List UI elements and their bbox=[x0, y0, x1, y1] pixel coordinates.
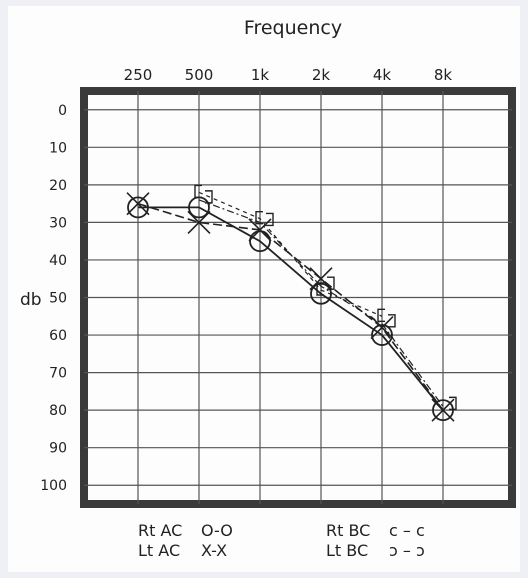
data-point-lt-ac bbox=[370, 315, 394, 340]
legend-label: Lt BC bbox=[326, 541, 368, 560]
series-rt-ac bbox=[127, 196, 454, 422]
x-tick-label: 250 bbox=[124, 66, 153, 84]
data-point-lt-bc bbox=[388, 314, 396, 328]
data-point-rt-ac bbox=[127, 196, 149, 219]
y-tick-label: 0 bbox=[58, 103, 67, 119]
x-tick-label: 2k bbox=[312, 66, 331, 84]
x-tick-label: 4k bbox=[373, 66, 392, 84]
legend-symbol: X-X bbox=[201, 541, 227, 560]
legend-symbol: c – c bbox=[389, 521, 425, 540]
data-point-lt-ac bbox=[309, 267, 333, 291]
series-lt-bc bbox=[198, 190, 457, 411]
x-tick-label: 500 bbox=[185, 66, 214, 84]
data-point-rt-bc bbox=[377, 308, 385, 322]
legend-item: Rt AC O-O bbox=[138, 521, 233, 540]
legend-symbol: ɔ – ɔ bbox=[389, 541, 425, 560]
legend-item: Lt BC ɔ – ɔ bbox=[326, 541, 425, 560]
data-point-rt-ac bbox=[371, 324, 393, 346]
data-point-rt-bc bbox=[194, 184, 202, 199]
y-axis-label: db bbox=[20, 290, 42, 310]
y-tick-label: 40 bbox=[49, 253, 67, 269]
data-point-lt-bc bbox=[449, 396, 457, 411]
y-tick-label: 80 bbox=[49, 403, 67, 419]
chart-title: Frequency bbox=[244, 17, 342, 39]
series-line bbox=[138, 206, 444, 411]
y-tick-label: 100 bbox=[40, 478, 67, 494]
y-tick-label: 20 bbox=[49, 178, 67, 194]
y-tick-label: 10 bbox=[49, 140, 67, 156]
y-tick-label: 90 bbox=[49, 441, 67, 457]
y-tick-label: 60 bbox=[49, 328, 67, 344]
data-point-rt-bc bbox=[316, 282, 324, 296]
legend-label: Rt BC bbox=[326, 521, 370, 540]
legend-label: Rt AC bbox=[138, 521, 182, 540]
legend-item: Lt AC X-X bbox=[138, 541, 227, 560]
data-point-lt-ac bbox=[126, 192, 150, 216]
legend-label: Lt AC bbox=[138, 541, 180, 560]
data-point-lt-bc bbox=[205, 190, 213, 204]
series-lt-ac bbox=[126, 192, 455, 422]
chart-page bbox=[8, 6, 520, 572]
series-line bbox=[198, 199, 444, 407]
data-point-lt-ac bbox=[248, 218, 272, 242]
data-point-rt-ac bbox=[249, 230, 271, 253]
data-point-lt-ac bbox=[187, 210, 211, 234]
data-point-lt-bc bbox=[327, 276, 335, 290]
data-point-lt-bc bbox=[266, 212, 274, 227]
data-point-rt-bc bbox=[255, 210, 263, 225]
x-tick-label: 8k bbox=[434, 66, 453, 84]
legend-symbol: O-O bbox=[201, 521, 233, 540]
series-line bbox=[137, 202, 444, 411]
x-tick-label: 1k bbox=[251, 66, 270, 84]
data-point-rt-ac bbox=[432, 399, 454, 422]
legend-item: Rt BC c – c bbox=[326, 521, 425, 540]
y-tick-label: 70 bbox=[49, 366, 67, 382]
data-point-lt-ac bbox=[431, 398, 455, 422]
y-tick-label: 30 bbox=[49, 215, 67, 231]
y-tick-label: 50 bbox=[49, 291, 67, 307]
